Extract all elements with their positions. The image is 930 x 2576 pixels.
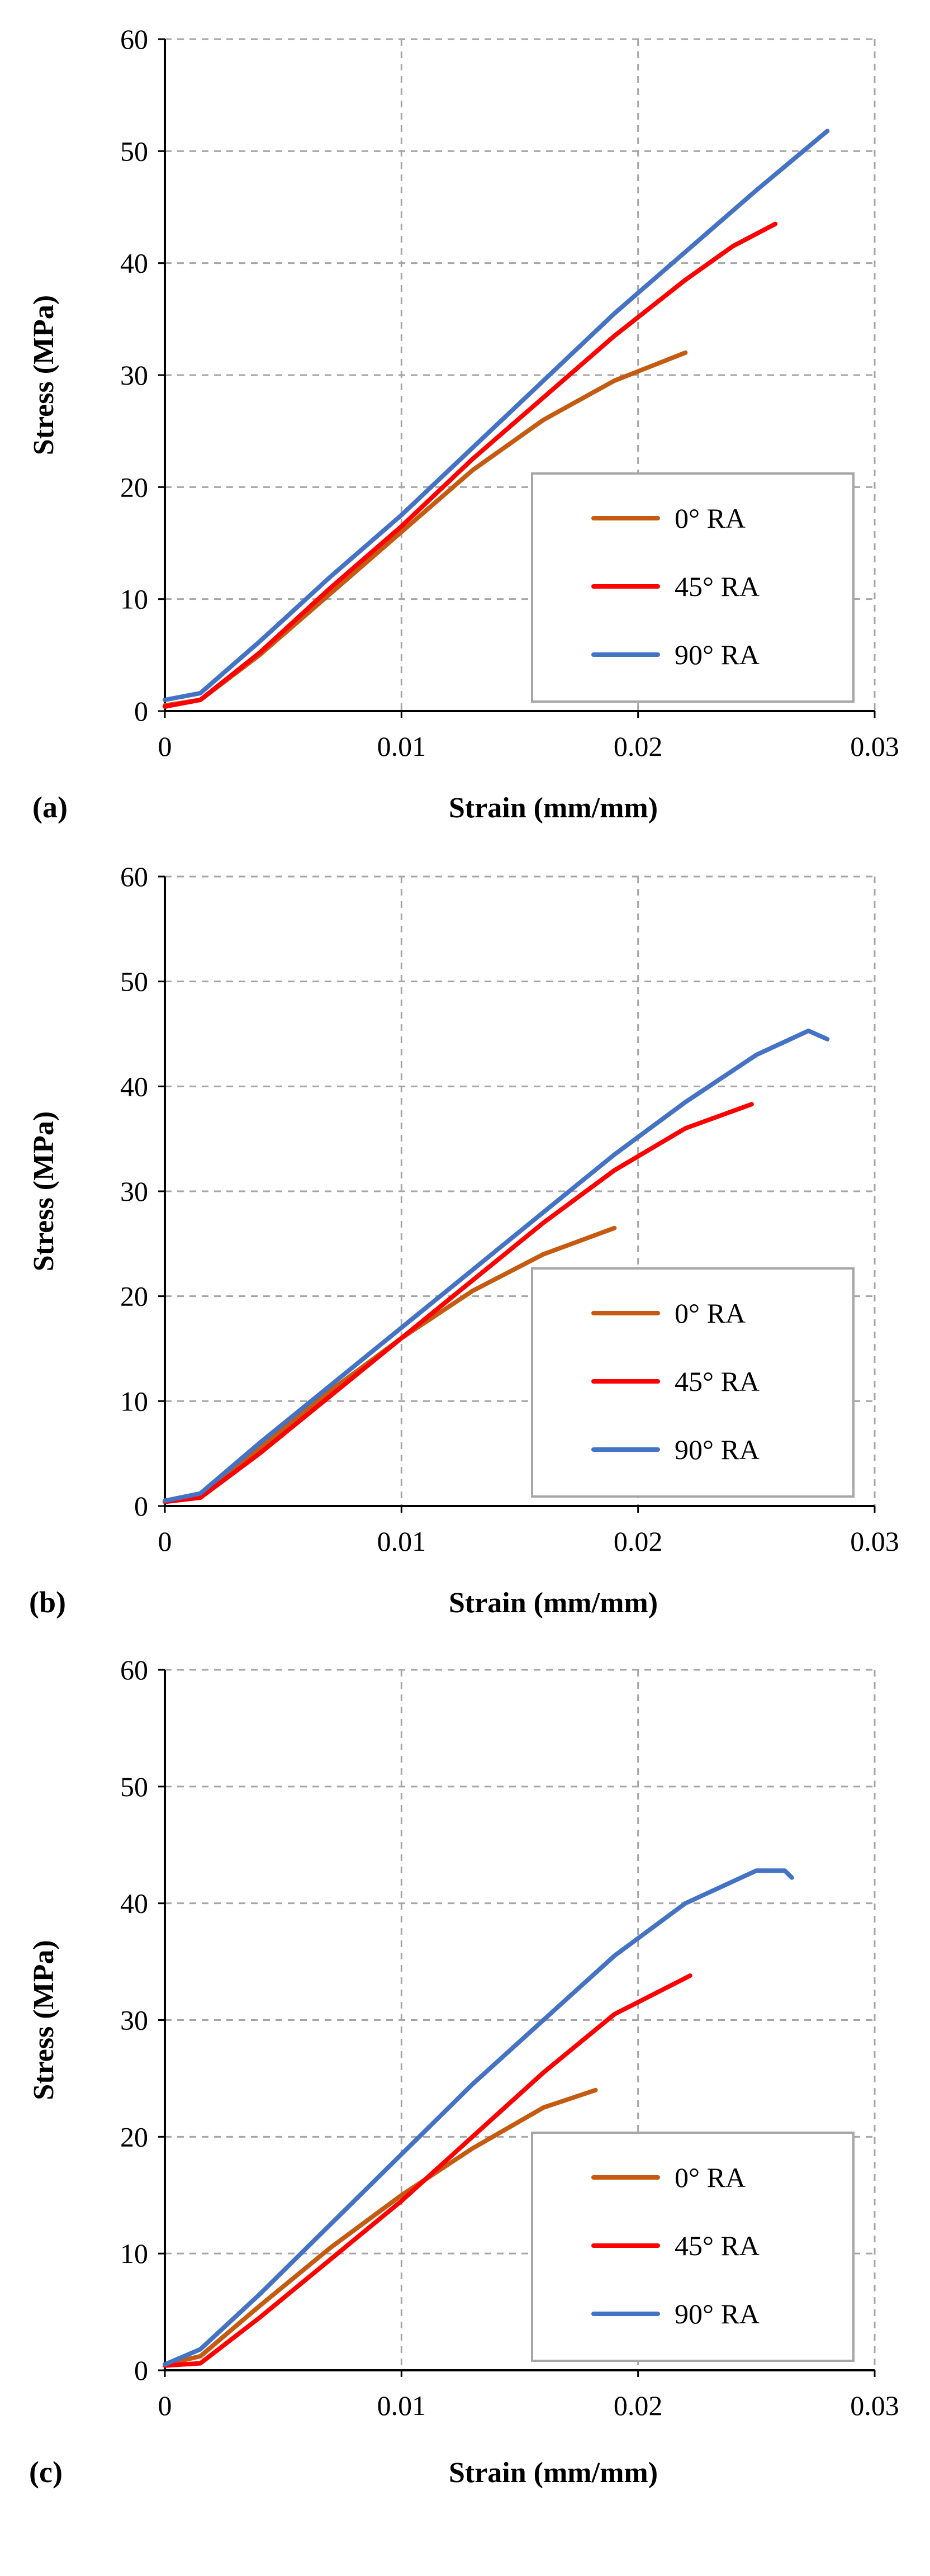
- series-line-90-ra: [163, 1868, 794, 2367]
- y-tick-label: 40: [120, 248, 148, 279]
- x-tick-label: 0.02: [614, 2390, 663, 2421]
- legend-label: 0° RA: [675, 503, 746, 534]
- legend: 0° RA 45° RA 90° RA: [531, 1267, 855, 1498]
- chart-panel-2: 0 10 20 30 40 50 60 0 0.01 0.02 0.03 Strain (mm/mm)…: [28, 861, 899, 1619]
- y-tick-label: 0: [134, 695, 148, 727]
- y-tick-label: 0: [134, 2355, 148, 2386]
- x-axis-title: Strain (mm/mm): [449, 2457, 658, 2489]
- y-tick-label: 50: [120, 1771, 148, 1802]
- y-axis-title: Stress (MPa): [28, 1940, 60, 2100]
- series-line-45-ra: [163, 1973, 692, 2368]
- legend-frame: [531, 472, 855, 703]
- x-tick-label: 0.03: [850, 731, 899, 762]
- y-tick-label: 20: [120, 2121, 148, 2152]
- y-tick-label: 30: [120, 359, 148, 391]
- y-tick-label: 20: [120, 471, 148, 503]
- legend-label: 90° RA: [675, 1434, 760, 1465]
- y-tick-label: 20: [120, 1281, 148, 1312]
- legend: 0° RA 45° RA 90° RA: [531, 2132, 855, 2362]
- y-tick-label: 10: [120, 2238, 148, 2269]
- y-tick-label: 50: [120, 966, 148, 997]
- legend-label: 0° RA: [675, 1298, 746, 1329]
- chart-panel-3: 0 10 20 30 40 50 60 0 0.01 0.02 0.03 Strain (mm/mm)…: [28, 1654, 899, 2489]
- x-tick-label: 0.02: [614, 731, 663, 762]
- y-tick-label: 10: [120, 1385, 148, 1417]
- y-tick-label: 40: [120, 1888, 148, 1919]
- legend-label: 90° RA: [675, 639, 760, 670]
- legend-label: 45° RA: [675, 1366, 760, 1397]
- series-line-90-ra: [163, 1028, 830, 1503]
- legend-label: 45° RA: [675, 2230, 760, 2261]
- y-tick-label: 0: [134, 1490, 148, 1522]
- y-tick-label: 60: [120, 1654, 148, 1685]
- x-axis-title: Strain (mm/mm): [449, 1587, 658, 1619]
- legend-frame: [531, 1267, 855, 1498]
- legend-label: 90° RA: [675, 2298, 760, 2329]
- series-line-90-ra: [163, 129, 830, 702]
- series-line-45-ra: [163, 1102, 754, 1504]
- x-axis-title: Strain (mm/mm): [449, 792, 658, 824]
- x-tick-label: 0.01: [377, 1526, 426, 1557]
- x-tick-label: 0: [158, 2390, 172, 2421]
- chart-panel-1: 0 10 20 30 40 50 60 0 0.01 0.02 0.03 Strain (mm/mm)…: [28, 23, 899, 824]
- x-tick-label: 0.02: [614, 1526, 663, 1557]
- y-tick-label: 30: [120, 2005, 148, 2036]
- x-tick-label: 0: [158, 1526, 172, 1557]
- y-axis-title: Stress (MPa): [28, 295, 60, 455]
- x-tick-label: 0.03: [850, 1526, 899, 1557]
- legend: 0° RA 45° RA 90° RA: [531, 472, 855, 703]
- x-tick-label: 0: [158, 731, 172, 762]
- legend-label: 0° RA: [675, 2162, 746, 2193]
- series-line-0-ra: [163, 2087, 598, 2367]
- panel-label: (c): [29, 2455, 63, 2489]
- y-tick-label: 60: [120, 23, 148, 55]
- y-tick-label: 30: [120, 1176, 148, 1207]
- legend-label: 45° RA: [675, 571, 760, 602]
- series-line-45-ra: [163, 221, 778, 709]
- y-tick-label: 60: [120, 861, 148, 892]
- y-tick-label: 50: [120, 135, 148, 167]
- panel-label: (b): [29, 1585, 66, 1619]
- x-tick-label: 0.03: [850, 2390, 899, 2421]
- y-tick-label: 40: [120, 1071, 148, 1102]
- panel-label: (a): [32, 790, 68, 824]
- y-axis-title: Stress (MPa): [28, 1111, 60, 1271]
- x-tick-label: 0.01: [377, 2390, 426, 2421]
- legend-frame: [531, 2132, 855, 2362]
- x-tick-label: 0.01: [377, 731, 426, 762]
- y-tick-label: 10: [120, 584, 148, 615]
